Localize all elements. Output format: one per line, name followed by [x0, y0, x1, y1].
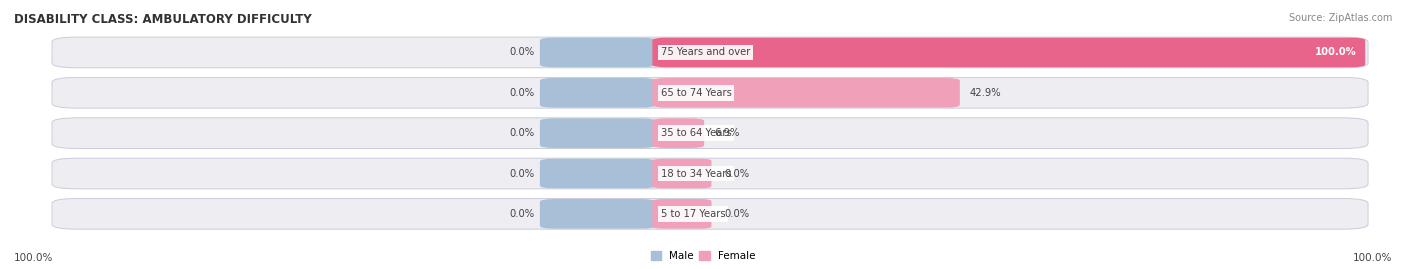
Text: DISABILITY CLASS: AMBULATORY DIFFICULTY: DISABILITY CLASS: AMBULATORY DIFFICULTY	[14, 13, 312, 26]
Text: 42.9%: 42.9%	[970, 88, 1001, 98]
Text: 0.0%: 0.0%	[509, 88, 534, 98]
Text: 0.0%: 0.0%	[724, 209, 749, 219]
Text: Source: ZipAtlas.com: Source: ZipAtlas.com	[1288, 13, 1392, 23]
Text: 18 to 34 Years: 18 to 34 Years	[661, 168, 731, 179]
Text: 100.0%: 100.0%	[1315, 47, 1357, 58]
FancyBboxPatch shape	[652, 159, 711, 188]
Text: 0.0%: 0.0%	[509, 128, 534, 138]
FancyBboxPatch shape	[652, 118, 704, 148]
Text: 0.0%: 0.0%	[509, 168, 534, 179]
FancyBboxPatch shape	[652, 199, 711, 229]
Text: 0.0%: 0.0%	[509, 209, 534, 219]
FancyBboxPatch shape	[540, 118, 655, 148]
FancyBboxPatch shape	[52, 158, 1368, 189]
Text: 0.0%: 0.0%	[509, 47, 534, 58]
FancyBboxPatch shape	[540, 78, 655, 108]
Text: 0.0%: 0.0%	[724, 168, 749, 179]
Text: 5 to 17 Years: 5 to 17 Years	[661, 209, 725, 219]
FancyBboxPatch shape	[652, 38, 1365, 67]
FancyBboxPatch shape	[52, 77, 1368, 108]
Text: 6.9%: 6.9%	[714, 128, 740, 138]
Text: 100.0%: 100.0%	[1353, 253, 1392, 263]
FancyBboxPatch shape	[52, 37, 1368, 68]
Text: 35 to 64 Years: 35 to 64 Years	[661, 128, 731, 138]
FancyBboxPatch shape	[652, 78, 960, 108]
Text: 100.0%: 100.0%	[14, 253, 53, 263]
FancyBboxPatch shape	[540, 159, 655, 188]
FancyBboxPatch shape	[52, 199, 1368, 229]
FancyBboxPatch shape	[52, 118, 1368, 148]
Text: 65 to 74 Years: 65 to 74 Years	[661, 88, 731, 98]
Legend: Male, Female: Male, Female	[651, 251, 755, 261]
FancyBboxPatch shape	[540, 199, 655, 229]
FancyBboxPatch shape	[540, 38, 655, 67]
Text: 75 Years and over: 75 Years and over	[661, 47, 751, 58]
